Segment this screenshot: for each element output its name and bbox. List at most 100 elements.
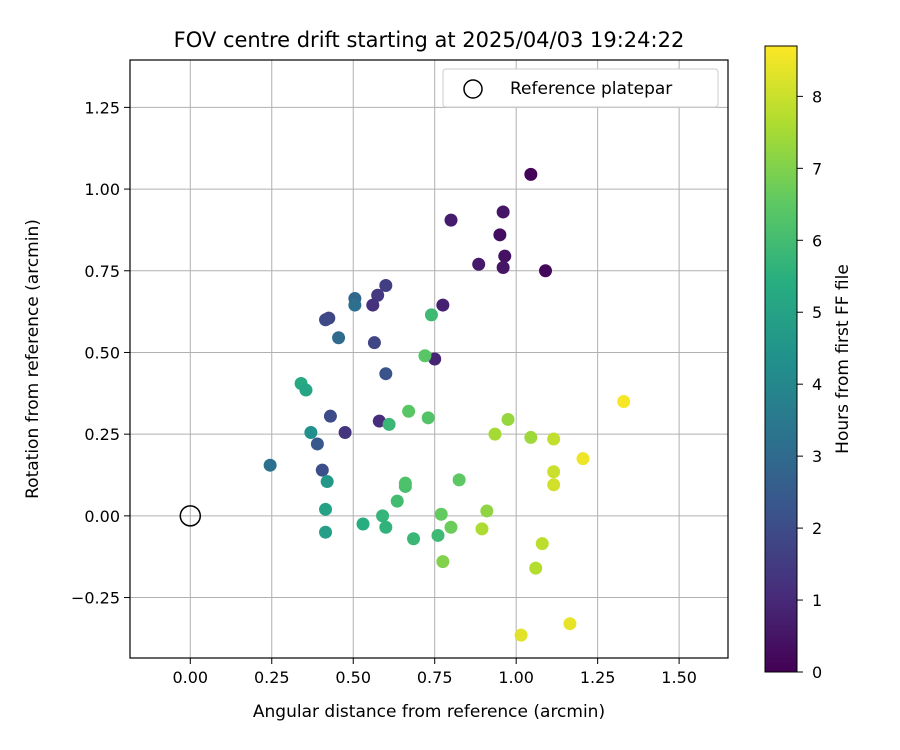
data-point: [402, 404, 416, 418]
data-point: [480, 504, 494, 518]
data-point: [379, 278, 393, 292]
data-point: [617, 394, 631, 408]
data-point: [323, 409, 337, 423]
data-point: [372, 414, 386, 428]
data-point: [379, 520, 393, 534]
data-point: [576, 452, 590, 466]
data-point: [379, 367, 393, 381]
data-point: [398, 476, 412, 490]
colorbar-gradient: [764, 45, 798, 673]
colorbar-tick-label: 1: [812, 591, 822, 610]
reference-marker-group: [179, 505, 202, 527]
data-point: [371, 288, 385, 302]
colorbar-tick-label: 7: [812, 159, 822, 178]
colorbar-tick-label: 2: [812, 519, 822, 538]
colorbar-ticks: 0 1 2 3 4 5 6 7 8: [797, 87, 822, 682]
data-point: [529, 561, 543, 575]
data-point: [535, 537, 549, 551]
data-point: [319, 313, 333, 327]
data-point: [356, 517, 370, 531]
legend-reference-label: Reference platepar: [510, 79, 672, 99]
data-point: [320, 475, 334, 489]
colorbar-tick-label: 8: [812, 87, 822, 106]
x-tick-label: 1.00: [498, 668, 534, 687]
x-tick-label: 0.25: [254, 668, 290, 687]
colorbar: 0 1 2 3 4 5 6 7 8 Hours from first FF file: [764, 45, 853, 682]
data-point: [496, 205, 510, 219]
data-point: [319, 525, 333, 539]
data-point: [390, 494, 404, 508]
data-point: [496, 261, 510, 275]
data-point: [421, 411, 435, 425]
x-tick-label: 0.00: [172, 668, 208, 687]
legend-reference-marker: [463, 79, 483, 99]
data-point: [263, 458, 277, 472]
data-point: [547, 478, 561, 492]
y-tick-label: −0.25: [71, 589, 120, 608]
data-point: [493, 228, 507, 242]
data-point: [514, 628, 528, 642]
data-point: [304, 426, 318, 440]
colorbar-tick-label: 6: [812, 231, 822, 250]
data-point: [366, 298, 380, 312]
data-point: [310, 437, 324, 451]
data-point: [348, 298, 362, 312]
data-point: [488, 427, 502, 441]
legend-box: [442, 68, 719, 108]
data-point: [539, 264, 553, 278]
data-point: [382, 417, 396, 431]
x-tick-label: 1.50: [661, 668, 697, 687]
plot-frame: [129, 59, 729, 659]
data-point: [436, 555, 450, 569]
y-tick-label: 1.25: [84, 98, 120, 117]
y-tick-label: 0.75: [84, 262, 120, 281]
data-point: [472, 257, 486, 271]
data-point: [367, 336, 381, 350]
data-points: [263, 167, 631, 642]
chart-title: FOV centre drift starting at 2025/04/03 …: [174, 28, 685, 52]
reference-platepar-marker: [179, 505, 202, 527]
data-point: [434, 507, 448, 521]
data-point: [547, 432, 561, 446]
data-point: [319, 502, 333, 516]
data-point: [418, 349, 432, 363]
data-point: [407, 532, 421, 546]
data-point: [444, 213, 458, 227]
data-point: [332, 331, 346, 345]
data-point: [299, 383, 313, 397]
colorbar-tick-label: 4: [812, 375, 822, 394]
y-axis-ticks: −0.25 0.00 0.25 0.50 0.75 1.00 1.25: [71, 98, 130, 608]
data-point: [431, 528, 445, 542]
data-point: [424, 308, 438, 322]
data-point: [428, 352, 442, 366]
data-point: [436, 298, 450, 312]
y-tick-label: 0.25: [84, 425, 120, 444]
colorbar-tick-label: 0: [812, 663, 822, 682]
y-tick-label: 0.50: [84, 343, 120, 362]
data-point: [315, 463, 329, 477]
legend: Reference platepar: [442, 68, 719, 108]
data-point: [547, 465, 561, 479]
y-tick-label: 0.00: [84, 507, 120, 526]
data-point: [475, 522, 489, 536]
data-point: [563, 617, 577, 631]
x-axis-label: Angular distance from reference (arcmin): [253, 702, 605, 722]
data-point: [452, 473, 466, 487]
x-tick-label: 0.50: [335, 668, 371, 687]
x-tick-label: 0.75: [417, 668, 453, 687]
data-point: [524, 430, 538, 444]
colorbar-tick-label: 3: [812, 447, 822, 466]
x-axis-ticks: 0.00 0.25 0.50 0.75 1.00 1.25 1.50: [172, 658, 697, 687]
data-point: [338, 426, 352, 440]
data-point: [444, 520, 458, 534]
colorbar-tick-label: 5: [812, 303, 822, 322]
data-point: [498, 249, 512, 263]
x-tick-label: 1.25: [580, 668, 616, 687]
colorbar-label: Hours from first FF file: [833, 264, 853, 454]
y-axis-label: Rotation from reference (arcmin): [23, 219, 43, 499]
data-point: [501, 412, 515, 426]
data-point: [376, 509, 390, 523]
y-tick-label: 1.00: [84, 180, 120, 199]
data-point: [524, 167, 538, 181]
